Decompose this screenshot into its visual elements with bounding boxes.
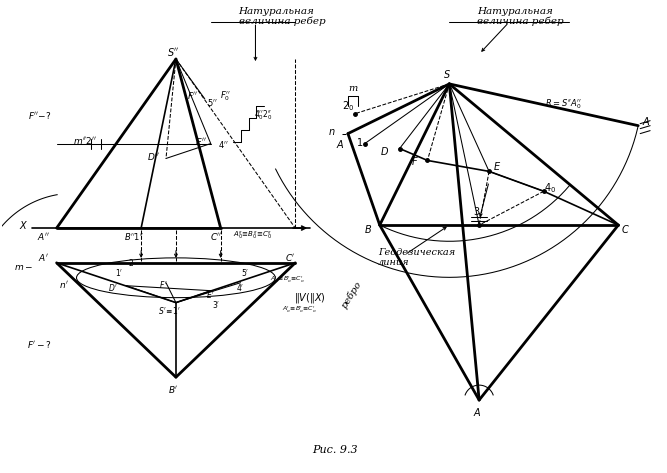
Text: $A_o'\!\equiv\!B_o'\!\equiv\!C_o'$: $A_o'\!\equiv\!B_o'\!\equiv\!C_o'$: [270, 274, 305, 285]
Text: m: m: [348, 84, 358, 93]
Text: $2$: $2$: [128, 257, 134, 268]
Text: $5''$: $5''$: [207, 97, 218, 108]
Text: $F'-?$: $F'-?$: [27, 339, 52, 350]
Text: ребро: ребро: [340, 280, 364, 310]
Text: $A$: $A$: [473, 406, 482, 418]
Text: $S''$: $S''$: [167, 46, 179, 58]
Text: $4'$: $4'$: [236, 282, 245, 293]
Text: $C'$: $C'$: [285, 253, 295, 263]
Text: $E'$: $E'$: [206, 289, 215, 300]
Text: Натуральная: Натуральная: [239, 7, 314, 16]
Text: $C''$: $C''$: [209, 230, 222, 242]
Text: $A_0''\!\equiv\!B_0''\!\equiv\!C_0''$: $A_0''\!\equiv\!B_0''\!\equiv\!C_0''$: [233, 230, 272, 242]
Text: $A_o'\!\equiv\!B_o'\!\equiv\!C_o'$: $A_o'\!\equiv\!B_o'\!\equiv\!C_o'$: [282, 304, 317, 315]
Text: $B$: $B$: [364, 223, 372, 235]
Text: $F$: $F$: [411, 156, 418, 167]
Text: $1'$: $1'$: [115, 267, 123, 278]
Text: Натуральная: Натуральная: [477, 7, 553, 16]
Text: $B'$: $B'$: [167, 384, 178, 394]
Text: $X$: $X$: [19, 219, 29, 231]
Text: $3$: $3$: [474, 205, 481, 217]
Text: $A$: $A$: [642, 114, 650, 127]
Text: $3'$: $3'$: [211, 299, 220, 310]
Text: $5'$: $5'$: [241, 267, 249, 278]
Text: $4_0''2_0''$: $4_0''2_0''$: [254, 109, 273, 123]
Text: линия: линия: [378, 258, 410, 267]
Text: $4_0$: $4_0$: [544, 181, 556, 195]
Text: $S$: $S$: [444, 68, 452, 80]
Text: $m'' 2''$: $m'' 2''$: [73, 135, 97, 146]
Text: $\|V(\|X)$: $\|V(\|X)$: [294, 290, 326, 305]
Text: величина ребер: величина ребер: [239, 17, 325, 26]
Text: $m-$: $m-$: [14, 263, 33, 272]
Text: $F_0''$: $F_0''$: [220, 89, 231, 103]
Text: Рис. 9.3: Рис. 9.3: [312, 445, 358, 455]
Text: величина ребер: величина ребер: [477, 17, 564, 26]
Text: $F''\!-\!?$: $F''\!-\!?$: [28, 110, 51, 121]
Text: $C$: $C$: [621, 223, 630, 235]
Text: $A'$: $A'$: [38, 253, 49, 263]
Text: $E''$: $E''$: [195, 136, 207, 147]
Text: $n'$: $n'$: [59, 279, 69, 290]
Text: $D$: $D$: [380, 145, 390, 157]
Text: Геодезическая: Геодезическая: [378, 248, 455, 257]
Text: $n$: $n$: [328, 127, 336, 137]
Text: $A''$: $A''$: [37, 230, 50, 242]
Text: $D'$: $D'$: [108, 282, 118, 293]
Text: $S'\!\equiv\!1'$: $S'\!\equiv\!1'$: [157, 305, 180, 316]
Text: $1$: $1$: [356, 136, 364, 148]
Text: $A$: $A$: [336, 138, 344, 149]
Text: $4''$: $4''$: [218, 139, 229, 150]
Text: $R=S''A_0''$: $R=S''A_0''$: [545, 97, 582, 111]
Text: $F''$: $F''$: [187, 90, 199, 101]
Text: $D''$: $D''$: [147, 151, 159, 162]
Text: $B''1''$: $B''1''$: [124, 230, 144, 242]
Text: $2_0$: $2_0$: [342, 99, 354, 113]
Text: $F'$: $F'$: [159, 279, 167, 290]
Text: $E$: $E$: [493, 160, 501, 173]
